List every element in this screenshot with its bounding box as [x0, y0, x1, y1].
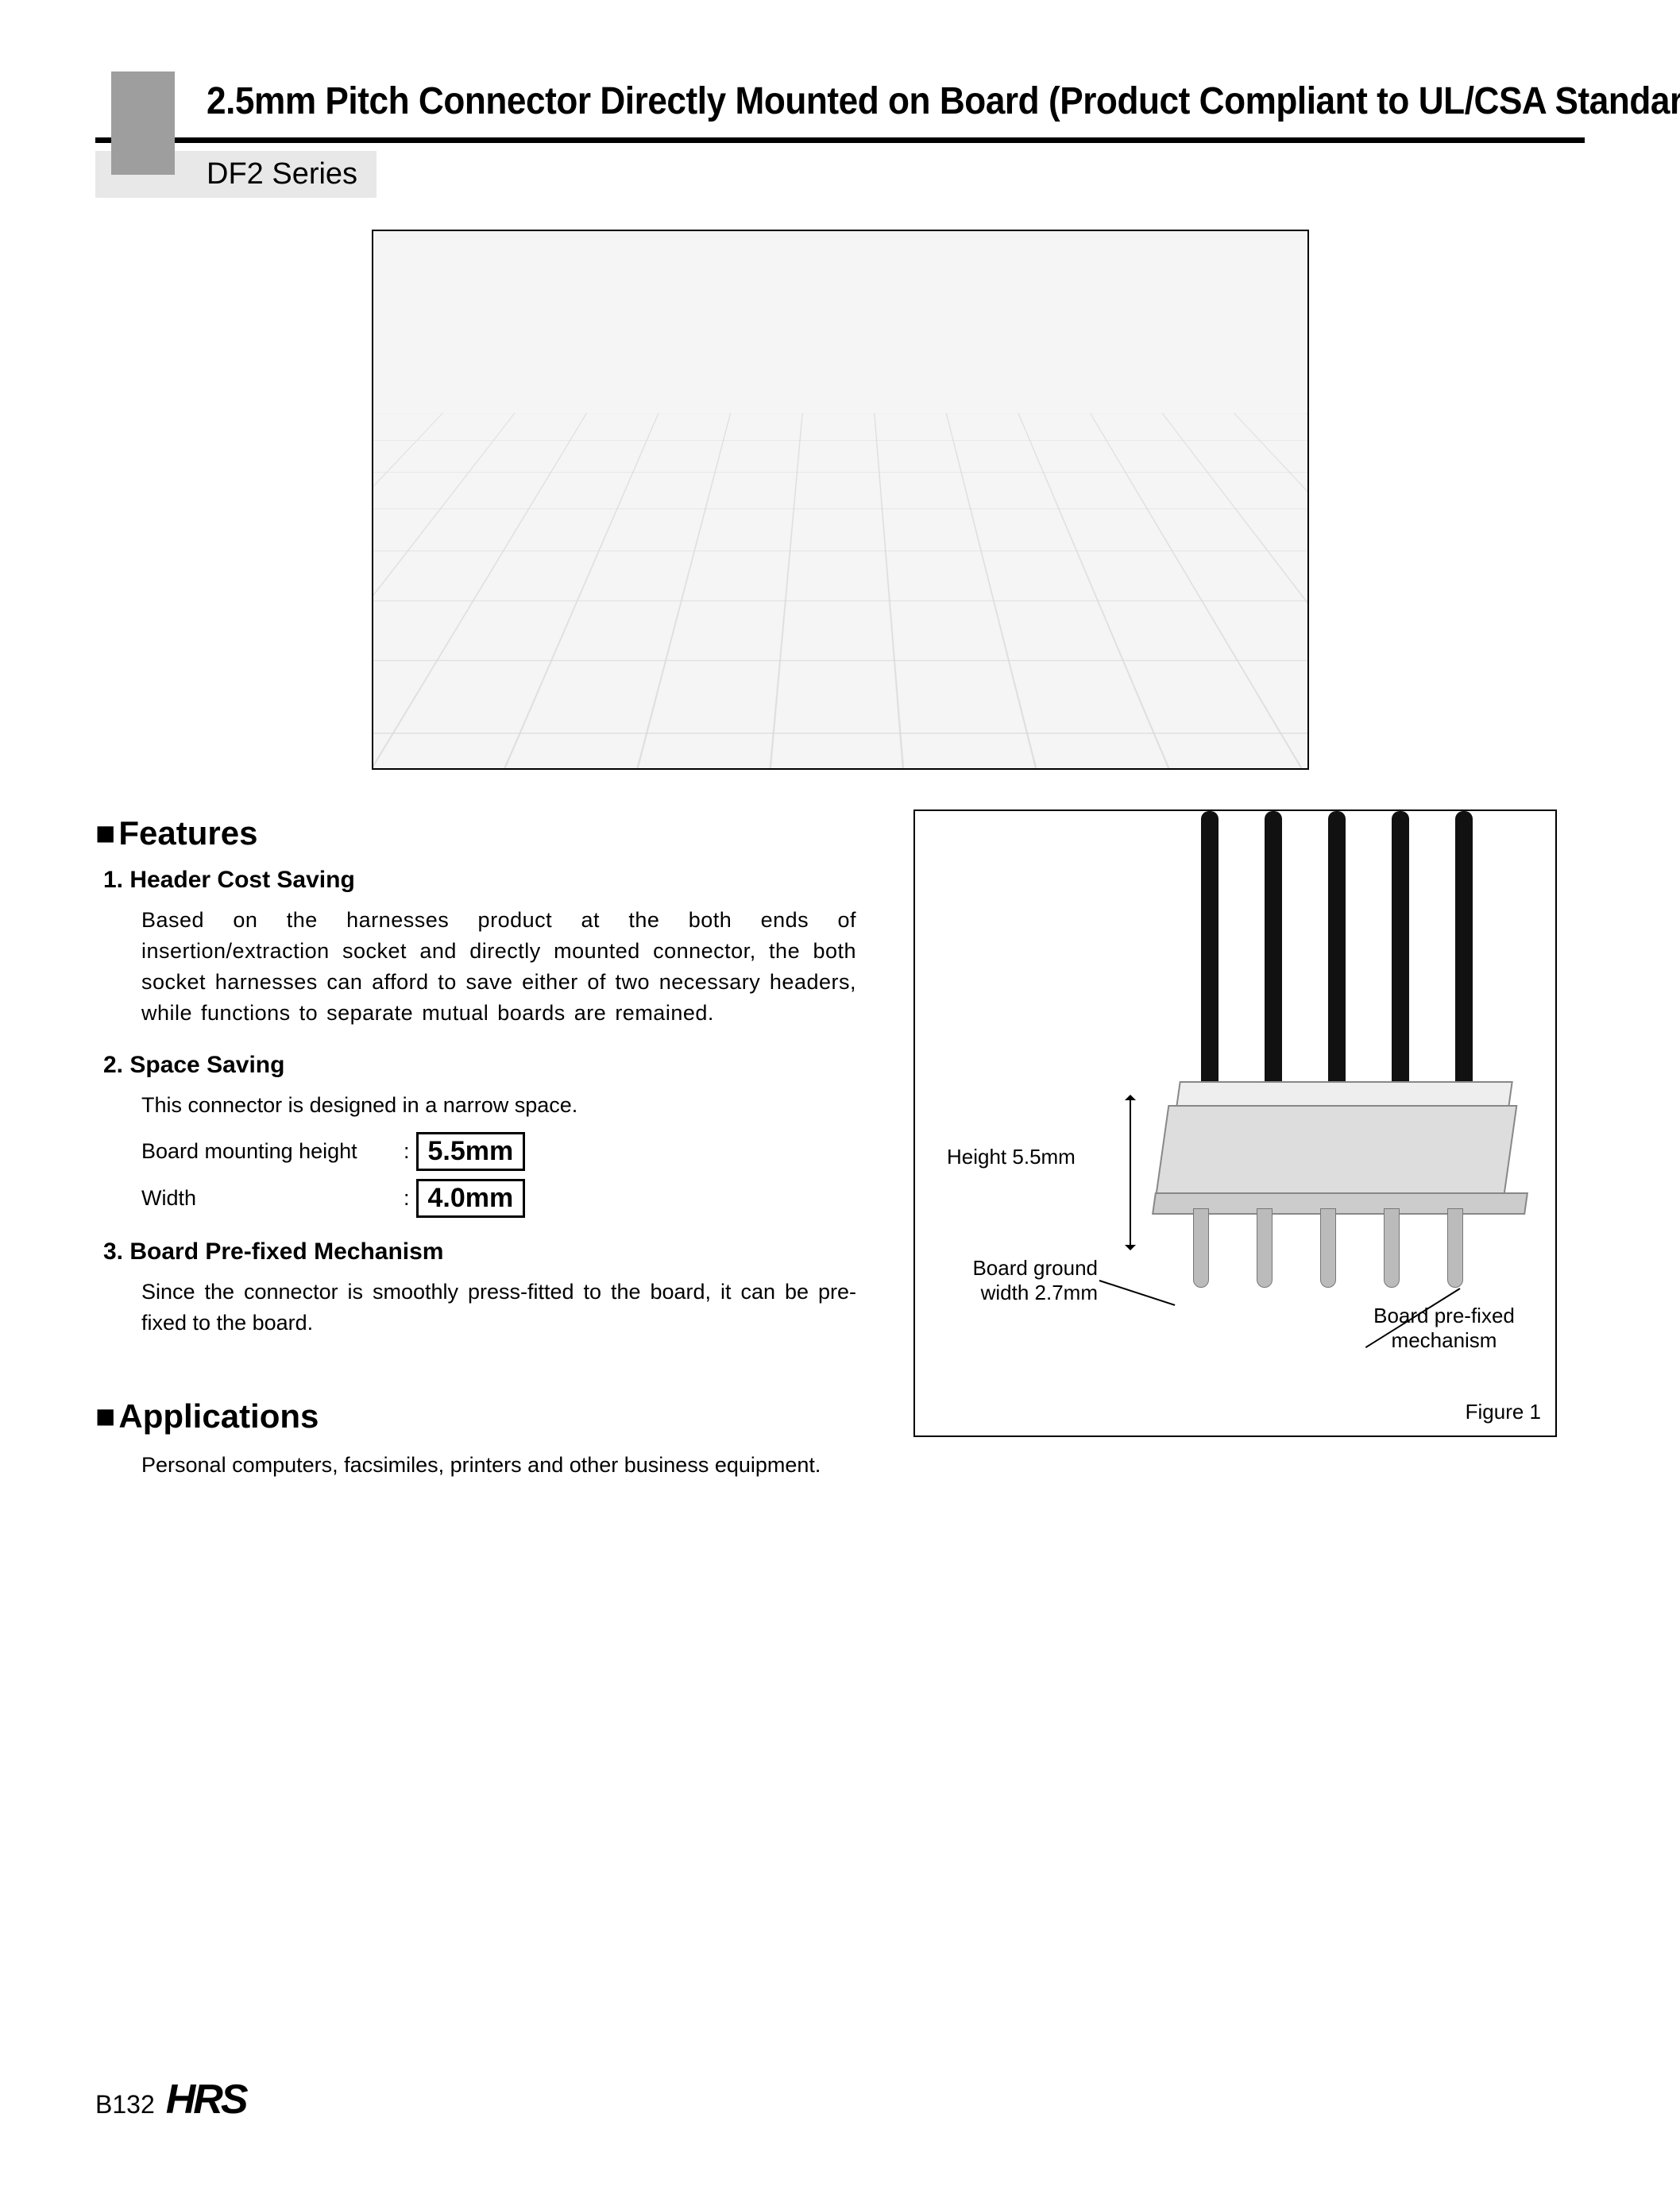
feature-2-body: This connector is designed in a narrow s…: [141, 1090, 856, 1121]
feature-2-title: 2. Space Saving: [103, 1052, 874, 1079]
cable-icon: [1265, 811, 1282, 1097]
spec-colon: :: [404, 1139, 410, 1164]
figure-label-prefixed: Board pre-fixed mechanism: [1357, 1304, 1531, 1353]
figure-caption: Figure 1: [1466, 1400, 1541, 1424]
figure-label-ground-width: Board ground width 2.7mm: [931, 1256, 1098, 1305]
connector-pin: [1193, 1208, 1209, 1288]
title-underline: [95, 137, 1585, 143]
dimension-arrow-icon: [1130, 1097, 1131, 1248]
connector-body: [1155, 1105, 1518, 1200]
connector-pin: [1257, 1208, 1273, 1288]
spec-height-value: 5.5mm: [416, 1132, 526, 1171]
figure-1-frame: Height 5.5mm Board ground width 2.7mm Bo…: [913, 809, 1557, 1437]
connector-pin: [1384, 1208, 1400, 1288]
content-columns: Features 1. Header Cost Saving Based on …: [95, 809, 1585, 1503]
cable-icon: [1328, 811, 1346, 1097]
connector-pin: [1447, 1208, 1463, 1288]
left-column: Features 1. Header Cost Saving Based on …: [95, 809, 874, 1503]
hero-grid-background: [372, 413, 1309, 770]
main-title: 2.5mm Pitch Connector Directly Mounted o…: [207, 79, 1474, 123]
spec-height-label: Board mounting height: [141, 1139, 404, 1164]
right-column: Height 5.5mm Board ground width 2.7mm Bo…: [913, 809, 1557, 1437]
page-footer: B132 HRS: [95, 2076, 246, 2123]
feature-1-body: Based on the harnesses product at the bo…: [141, 905, 856, 1030]
features-heading: Features: [95, 814, 874, 852]
feature-3-body: Since the connector is smoothly press-fi…: [141, 1277, 856, 1339]
page-header: 2.5mm Pitch Connector Directly Mounted o…: [95, 79, 1585, 198]
feature-1-title: 1. Header Cost Saving: [103, 867, 874, 894]
applications-heading: Applications: [95, 1397, 874, 1435]
connector-pin: [1320, 1208, 1336, 1288]
applications-body: Personal computers, facsimiles, printers…: [141, 1450, 856, 1481]
feature-3-title: 3. Board Pre-fixed Mechanism: [103, 1238, 874, 1265]
spec-width-value: 4.0mm: [416, 1179, 526, 1218]
hrs-logo: HRS: [166, 2076, 246, 2123]
leader-line-icon: [1099, 1280, 1176, 1306]
connector-illustration: [1161, 1049, 1519, 1272]
spec-row-width: Width : 4.0mm: [141, 1179, 874, 1218]
header-tab-decor: [111, 71, 175, 175]
cable-icon: [1455, 811, 1473, 1097]
hero-product-photo: [372, 230, 1309, 770]
hero-frame: [372, 230, 1309, 770]
spec-width-label: Width: [141, 1186, 404, 1211]
page-number: B132: [95, 2090, 155, 2119]
cable-icon: [1201, 811, 1218, 1097]
spec-colon: :: [404, 1186, 410, 1211]
figure-label-height: Height 5.5mm: [947, 1145, 1076, 1169]
cable-icon: [1392, 811, 1409, 1097]
spec-row-height: Board mounting height : 5.5mm: [141, 1132, 874, 1171]
